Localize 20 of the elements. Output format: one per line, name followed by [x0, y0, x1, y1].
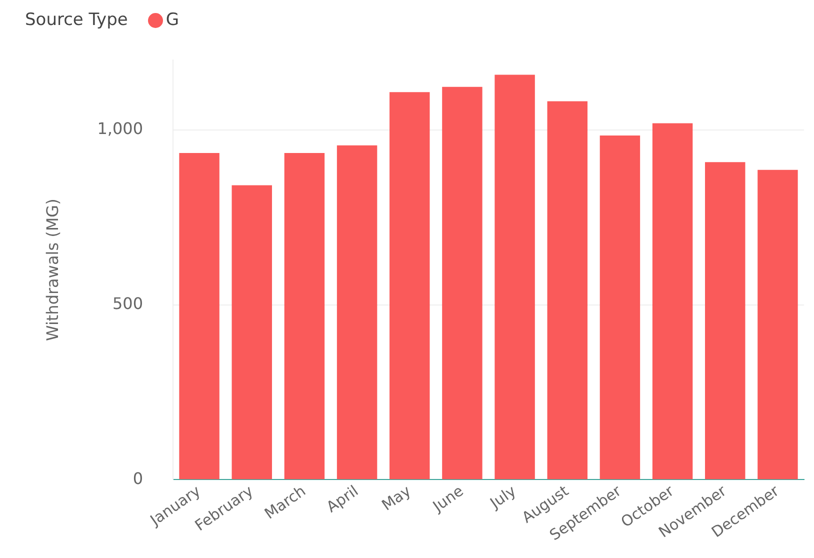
x-tick-label: July	[486, 482, 520, 513]
bar	[758, 170, 798, 480]
legend-title: Source Type	[25, 10, 128, 30]
bar	[600, 136, 640, 480]
x-tick-label: May	[378, 482, 414, 514]
bar	[494, 74, 535, 480]
bar	[390, 92, 430, 480]
bar	[705, 162, 746, 480]
y-axis-title: Withdrawals (MG)	[42, 198, 62, 342]
legend-label: G	[166, 10, 180, 30]
bar	[652, 123, 693, 480]
y-tick-label: 0	[132, 468, 144, 488]
bar	[547, 101, 588, 480]
y-tick-label: 500	[112, 294, 144, 313]
bar	[232, 185, 272, 480]
bar	[336, 145, 378, 480]
bar	[284, 153, 325, 480]
y-tick-label: 1,000	[97, 119, 144, 138]
bar	[442, 86, 482, 480]
bar	[179, 153, 220, 480]
